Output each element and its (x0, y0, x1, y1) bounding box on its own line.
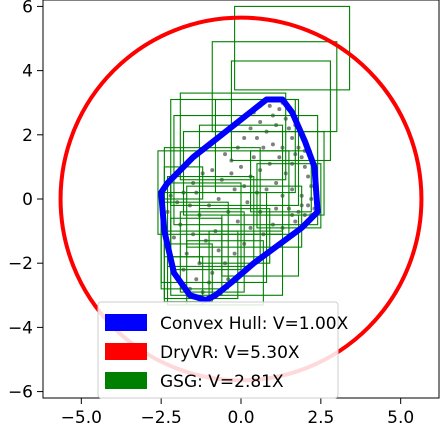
scatter-layer (165, 100, 317, 295)
sample-point-5 (277, 107, 282, 112)
sample-point-27 (242, 136, 247, 141)
sample-point-7 (286, 126, 291, 131)
x-tick-label-0: −5.0 (61, 408, 102, 428)
sample-point-76 (194, 277, 199, 282)
sample-point-74 (216, 248, 221, 253)
y-tick-label-2: −2 (8, 254, 33, 274)
convex-hull-layer (158, 96, 321, 304)
convex-hull-outline (158, 96, 321, 304)
sample-point-26 (248, 126, 253, 131)
y-tick-label-0: −6 (8, 383, 33, 403)
sample-point-47 (210, 168, 215, 173)
sample-point-23 (270, 142, 275, 147)
legend-swatch-gsg (105, 372, 147, 389)
gsg-box-26 (221, 214, 300, 277)
sample-point-89 (251, 155, 256, 160)
sample-point-31 (239, 164, 243, 169)
sample-point-92 (274, 206, 279, 211)
sample-point-25 (254, 136, 259, 141)
legend-swatch-dryvr (105, 343, 147, 360)
sample-point-72 (232, 251, 237, 256)
legend-swatch-convex-hull (105, 314, 147, 331)
gsg-box-2 (230, 60, 331, 162)
legend: Convex Hull: V=1.00X DryVR: V=5.30X GSG:… (97, 301, 349, 399)
legend-box (97, 301, 339, 399)
gsg-box-25 (198, 208, 271, 264)
sample-point-11 (299, 155, 304, 160)
y-tick-label-5: 4 (22, 62, 33, 82)
sample-point-42 (264, 187, 269, 192)
x-tick-label-2: 0.0 (227, 408, 254, 428)
sample-point-8 (290, 136, 295, 141)
gsg-box-12 (157, 150, 290, 235)
sample-point-35 (274, 180, 279, 185)
sample-point-58 (235, 219, 240, 224)
gsg-box-5 (170, 98, 300, 206)
gsg-box-14 (166, 175, 255, 267)
y-tick-label-3: 0 (22, 190, 33, 210)
sample-point-22 (277, 155, 282, 160)
y-axis: −6 −4 −2 0 2 4 6 (8, 0, 43, 403)
sample-point-45 (232, 187, 237, 192)
gsg-box-0 (234, 5, 351, 91)
sample-point-44 (245, 200, 250, 205)
gsg-box-3 (179, 92, 287, 181)
sample-point-30 (223, 152, 228, 157)
sample-point-59 (248, 225, 253, 230)
sample-point-20 (290, 187, 295, 192)
x-tick-label-4: 5.0 (387, 408, 414, 428)
sample-point-67 (171, 235, 176, 240)
gsg-box-27 (160, 201, 229, 290)
sample-point-1 (258, 119, 263, 124)
y-tick-label-4: 2 (22, 126, 33, 146)
sample-point-12 (302, 164, 307, 169)
legend-label-gsg: GSG: V=2.81X (160, 372, 284, 392)
sample-point-90 (229, 171, 234, 176)
y-tick-label-6: 6 (22, 0, 33, 17)
sample-point-39 (306, 203, 311, 208)
x-tick-label-3: 2.5 (307, 408, 334, 428)
x-tick-label-1: −2.5 (141, 408, 182, 428)
sample-point-24 (261, 145, 266, 150)
y-tick-label-1: −4 (8, 318, 33, 338)
sample-point-18 (293, 219, 298, 224)
sample-point-13 (306, 174, 311, 179)
legend-label-dryvr: DryVR: V=5.30X (160, 343, 300, 363)
x-axis: −5.0 −2.5 0.0 2.5 5.0 (61, 398, 414, 428)
legend-label-convex-hull: Convex Hull: V=1.00X (160, 314, 349, 334)
sample-point-56 (216, 197, 221, 201)
sample-point-81 (267, 103, 272, 108)
